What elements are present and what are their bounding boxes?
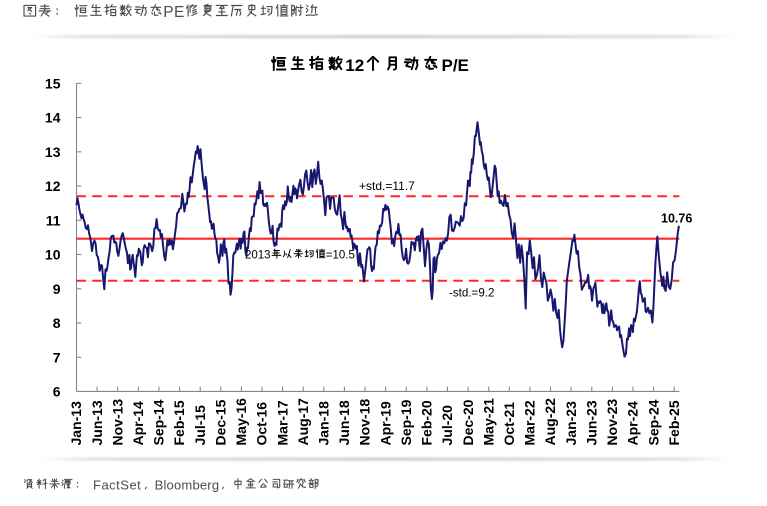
svg-text:-std.=9.2: -std.=9.2 [449, 287, 494, 300]
svg-text:12: 12 [345, 56, 364, 75]
svg-text:Nov-18: Nov-18 [357, 399, 373, 446]
svg-text:Sep-14: Sep-14 [151, 399, 167, 445]
svg-text:13: 13 [45, 144, 61, 160]
svg-text:Aug-22: Aug-22 [542, 398, 558, 446]
svg-text:10.76: 10.76 [661, 211, 692, 225]
svg-text:7: 7 [53, 349, 61, 365]
svg-text:Oct-16: Oct-16 [254, 402, 270, 446]
svg-text:Dec-15: Dec-15 [213, 399, 229, 445]
svg-text:Jan-23: Jan-23 [563, 401, 579, 446]
svg-text:Apr-24: Apr-24 [625, 401, 641, 446]
svg-text:2013: 2013 [245, 250, 271, 262]
svg-text:14: 14 [45, 110, 61, 126]
svg-text:Feb-20: Feb-20 [419, 400, 435, 445]
svg-text:8: 8 [53, 315, 61, 331]
svg-text:Feb-25: Feb-25 [666, 400, 682, 445]
svg-text:=10.5: =10.5 [326, 250, 355, 262]
svg-text:12: 12 [45, 178, 61, 194]
svg-text:Sep-24: Sep-24 [645, 399, 661, 445]
svg-text:+std.=11.7: +std.=11.7 [359, 179, 415, 193]
svg-text:Dec-20: Dec-20 [460, 399, 476, 445]
svg-text:Jun-13: Jun-13 [89, 400, 105, 445]
svg-text:Jan-18: Jan-18 [316, 401, 332, 446]
svg-text:Mar-17: Mar-17 [274, 400, 290, 445]
svg-text:May-21: May-21 [480, 398, 496, 446]
svg-text:6: 6 [53, 384, 61, 400]
svg-text:Jun-23: Jun-23 [584, 400, 600, 445]
svg-text:Jan-13: Jan-13 [68, 401, 84, 446]
svg-text:FactSet: FactSet [93, 477, 141, 492]
svg-text:Bloomberg: Bloomberg [155, 477, 220, 492]
svg-text:Apr-14: Apr-14 [130, 401, 146, 446]
svg-text:15: 15 [45, 75, 61, 91]
svg-text:Aug-17: Aug-17 [295, 398, 311, 446]
svg-text:Sep-19: Sep-19 [398, 399, 414, 445]
svg-text:May-16: May-16 [233, 398, 249, 446]
svg-text:Feb-15: Feb-15 [171, 400, 187, 445]
svg-text:Jul-15: Jul-15 [192, 405, 208, 446]
svg-text:11: 11 [46, 212, 61, 228]
svg-text:P/E: P/E [442, 56, 469, 75]
svg-text:Jun-18: Jun-18 [336, 400, 352, 445]
svg-text:Nov-23: Nov-23 [604, 399, 620, 446]
svg-text:Nov-13: Nov-13 [109, 399, 125, 446]
svg-text:10: 10 [45, 247, 61, 263]
svg-text:Mar-22: Mar-22 [522, 400, 538, 445]
svg-text:PE: PE [163, 4, 184, 21]
svg-text:Apr-19: Apr-19 [377, 401, 393, 446]
svg-text:Jul-20: Jul-20 [439, 405, 455, 446]
svg-text:Oct-21: Oct-21 [501, 402, 517, 446]
svg-text:9: 9 [53, 281, 61, 297]
